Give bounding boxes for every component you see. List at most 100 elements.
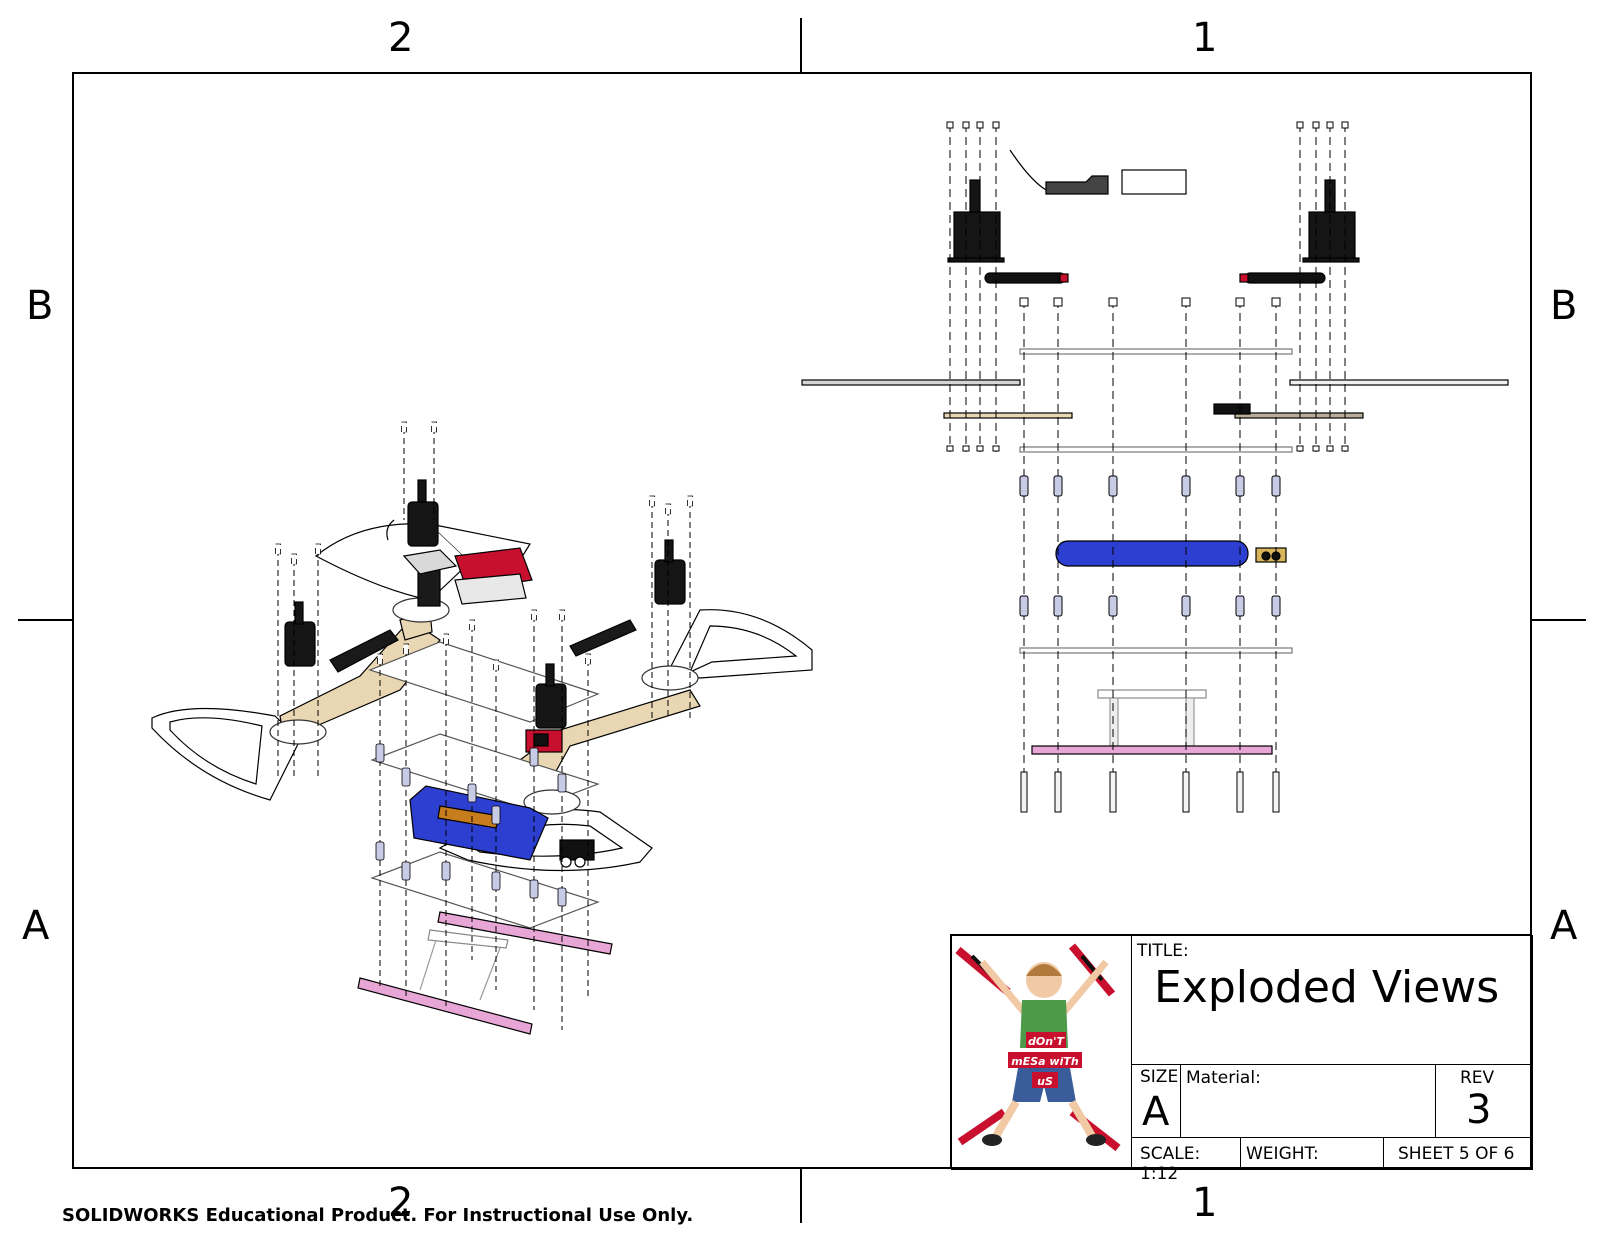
logo-text-3: uS bbox=[1037, 1075, 1053, 1088]
bolt-head bbox=[469, 619, 475, 631]
front-receiver bbox=[1009, 149, 1187, 195]
bolt-head bbox=[275, 543, 281, 555]
bolt-head bbox=[976, 121, 984, 129]
bolt-head bbox=[946, 121, 954, 129]
bolt-shank bbox=[1109, 771, 1117, 813]
iso-bolts bbox=[275, 421, 693, 1030]
zone-label-left-A: A bbox=[22, 903, 50, 949]
logo-text-1: dOn'T bbox=[1028, 1035, 1065, 1048]
nut bbox=[1312, 445, 1320, 452]
bolt-head bbox=[1271, 297, 1281, 307]
zone-tick-top bbox=[800, 18, 802, 72]
drawing-title: Exploded Views bbox=[1154, 962, 1500, 1013]
nut bbox=[962, 445, 970, 452]
isometric-exploded-view bbox=[151, 421, 813, 1035]
zone-label-right-A: A bbox=[1550, 903, 1578, 949]
camera-module-iso bbox=[559, 839, 595, 868]
bolt-shank bbox=[1236, 771, 1244, 813]
standoff bbox=[491, 871, 501, 891]
rev-label: REV bbox=[1460, 1068, 1495, 1088]
standoff bbox=[1108, 475, 1118, 497]
bolt-head bbox=[431, 421, 437, 433]
bolt-head bbox=[401, 421, 407, 433]
prop-guard-right bbox=[667, 609, 813, 679]
zone-label-top-2: 2 bbox=[388, 15, 414, 61]
standoff bbox=[1271, 475, 1281, 497]
rev-value: 3 bbox=[1466, 1087, 1492, 1133]
title-cell: TITLE: Exploded Views bbox=[1131, 935, 1533, 1065]
size-label: SIZE bbox=[1140, 1067, 1179, 1087]
bolt-head bbox=[649, 495, 655, 507]
bolt-shank bbox=[1020, 771, 1028, 813]
bolt-head bbox=[962, 121, 970, 129]
front-booms bbox=[801, 379, 1509, 386]
bolt-head bbox=[585, 653, 591, 665]
standoff bbox=[1019, 475, 1029, 497]
sheet-cell: SHEET 5 OF 6 bbox=[1383, 1137, 1533, 1170]
standoff bbox=[401, 767, 411, 787]
bolt-head bbox=[1296, 121, 1304, 129]
standoff bbox=[1019, 595, 1029, 617]
bolt-head bbox=[665, 503, 671, 515]
bolt-head bbox=[687, 495, 693, 507]
logo-cell: dOn'T mESa wiTh uS bbox=[951, 935, 1132, 1170]
front-escs bbox=[984, 272, 1326, 284]
nut bbox=[1341, 445, 1349, 452]
standoff bbox=[1108, 595, 1118, 617]
standoff bbox=[491, 805, 501, 825]
bolt-shank bbox=[1182, 771, 1190, 813]
rev-cell: REV 3 bbox=[1435, 1064, 1533, 1138]
iso-standoffs bbox=[375, 743, 567, 907]
bolt-head bbox=[559, 609, 565, 621]
front-plates bbox=[1019, 348, 1293, 654]
standoff bbox=[375, 841, 385, 861]
bolt-head bbox=[493, 659, 499, 671]
logo-image: dOn'T mESa wiTh uS bbox=[955, 943, 1121, 1152]
bolt-head bbox=[992, 121, 1000, 129]
standoff bbox=[401, 861, 411, 881]
flight-controller-iso bbox=[525, 729, 563, 753]
standoff bbox=[557, 887, 567, 907]
nut bbox=[946, 445, 954, 452]
title-block: dOn'T mESa wiTh uS TITLE: Exploded Views… bbox=[950, 934, 1533, 1184]
bolt-head bbox=[1053, 297, 1063, 307]
scale-cell: SCALE: 1:12 bbox=[1131, 1137, 1241, 1184]
scale-text: SCALE: 1:12 bbox=[1140, 1144, 1201, 1184]
zone-label-top-1: 1 bbox=[1192, 15, 1218, 61]
zone-label-bottom-2: 2 bbox=[388, 1180, 414, 1226]
zone-tick-bottom bbox=[800, 1169, 802, 1223]
standoff bbox=[1053, 595, 1063, 617]
receiver-iso bbox=[386, 519, 533, 605]
nut bbox=[976, 445, 984, 452]
standoff bbox=[1235, 595, 1245, 617]
standoff bbox=[1181, 595, 1191, 617]
title-label: TITLE: bbox=[1137, 941, 1189, 961]
front-exploded-view bbox=[801, 121, 1509, 813]
standoff bbox=[375, 743, 385, 763]
front-bolts bbox=[946, 121, 1349, 813]
standoff bbox=[1271, 595, 1281, 617]
motors-iso bbox=[284, 479, 686, 729]
bolt-head bbox=[531, 609, 537, 621]
bolt-head bbox=[315, 543, 321, 555]
size-cell: SIZE A bbox=[1131, 1064, 1181, 1138]
standoff bbox=[557, 773, 567, 793]
bolt-head bbox=[291, 553, 297, 565]
drawing-border bbox=[72, 72, 1532, 1169]
bolt-head bbox=[1108, 297, 1118, 307]
standoff bbox=[529, 879, 539, 899]
zone-label-left-B: B bbox=[26, 283, 54, 329]
bolt-head bbox=[1326, 121, 1334, 129]
standoff bbox=[467, 783, 477, 803]
bolt-shank bbox=[1054, 771, 1062, 813]
weight-label: WEIGHT: bbox=[1246, 1144, 1319, 1164]
standoff bbox=[529, 747, 539, 767]
prop-guard-left bbox=[151, 707, 301, 801]
size-value: A bbox=[1142, 1089, 1170, 1135]
bolt-head bbox=[1019, 297, 1029, 307]
front-landing-gear bbox=[1031, 689, 1273, 755]
sheet-text: SHEET 5 OF 6 bbox=[1398, 1144, 1515, 1164]
material-label: Material: bbox=[1186, 1068, 1261, 1088]
standoff bbox=[1181, 475, 1191, 497]
